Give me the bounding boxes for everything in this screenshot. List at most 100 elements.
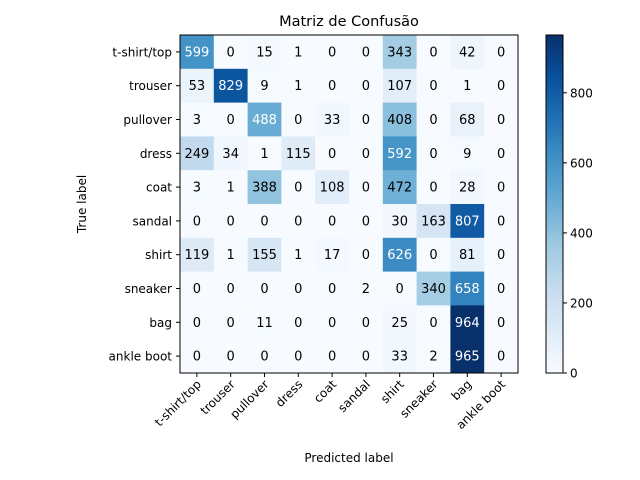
cell-value-label: 0 — [328, 79, 336, 94]
cell-value-label: 658 — [455, 282, 480, 297]
cell-value-label: 0 — [429, 181, 437, 196]
cell-value-label: 0 — [227, 214, 235, 229]
cell-value-label: 249 — [184, 147, 209, 162]
cell-value-label: 0 — [497, 181, 505, 196]
cell-value-label: 1 — [260, 147, 268, 162]
cell-value-label: 0 — [328, 45, 336, 60]
colorbar-ticks: 0 200 400 600 800 — [563, 86, 593, 380]
y-tick-label: bag — [149, 316, 172, 330]
cell-value-label: 965 — [455, 350, 480, 365]
cell-value-label: 0 — [362, 79, 370, 94]
y-tick-label: pullover — [123, 113, 172, 127]
cell-value-label: 0 — [497, 248, 505, 263]
cell-value-label: 0 — [362, 45, 370, 60]
x-tick-label: sandal — [335, 377, 373, 415]
cell-value-label: 119 — [184, 248, 209, 263]
cell-value-label: 0 — [328, 214, 336, 229]
x-axis-label: Predicted label — [304, 451, 393, 465]
cell-value-label: 17 — [324, 248, 341, 263]
cell-value-label: 340 — [421, 282, 446, 297]
cell-value-label: 0 — [227, 45, 235, 60]
cell-value-label: 1 — [294, 248, 302, 263]
cell-value-label: 0 — [429, 45, 437, 60]
cell-value-label: 1 — [227, 248, 235, 263]
colorbar-tick-label: 600 — [570, 156, 593, 170]
cell-value-label: 0 — [362, 350, 370, 365]
cell-value-label: 0 — [227, 316, 235, 331]
y-tick-label: t-shirt/top — [112, 45, 172, 59]
cell-value-label: 0 — [294, 214, 302, 229]
colorbar — [546, 35, 563, 373]
x-tick-label: dress — [273, 377, 306, 410]
cell-value-label: 0 — [396, 282, 404, 297]
cell-value-label: 0 — [429, 147, 437, 162]
cell-value-label: 0 — [429, 316, 437, 331]
cell-value-label: 9 — [463, 147, 471, 162]
cell-value-label: 592 — [387, 147, 412, 162]
colorbar-tick-label: 800 — [570, 86, 593, 100]
y-axis-ticks: t-shirt/toptrouserpulloverdresscoatsanda… — [109, 45, 180, 363]
y-tick-label: dress — [140, 147, 172, 161]
cell-value-label: 15 — [256, 45, 273, 60]
cell-value-label: 2 — [362, 282, 370, 297]
cell-value-label: 0 — [429, 113, 437, 128]
cell-value-label: 0 — [260, 214, 268, 229]
cell-value-label: 0 — [497, 350, 505, 365]
cell-value-label: 0 — [260, 350, 268, 365]
cell-value-label: 33 — [324, 113, 341, 128]
cell-value-label: 0 — [328, 316, 336, 331]
x-tick-label: shirt — [378, 377, 407, 406]
cell-value-label: 0 — [429, 248, 437, 263]
cell-value-label: 1 — [227, 181, 235, 196]
colorbar-tick-label: 200 — [570, 296, 593, 310]
cell-value-label: 0 — [497, 113, 505, 128]
cell-value-label: 0 — [260, 282, 268, 297]
cell-value-label: 626 — [387, 248, 412, 263]
cell-value-label: 163 — [421, 214, 446, 229]
cell-value-label: 343 — [387, 45, 412, 60]
cell-value-label: 0 — [362, 214, 370, 229]
cell-value-label: 488 — [252, 113, 277, 128]
chart-title: Matriz de Confusão — [279, 14, 419, 30]
cell-value-label: 0 — [362, 147, 370, 162]
cell-value-label: 25 — [391, 316, 408, 331]
cell-value-label: 3 — [193, 181, 201, 196]
cell-value-label: 0 — [362, 248, 370, 263]
cell-value-label: 0 — [497, 214, 505, 229]
x-axis-ticks: t-shirt/toptrouserpullover dress coatsanda… — [152, 373, 508, 432]
cell-value-label: 34 — [222, 147, 239, 162]
cell-value-label: 0 — [193, 282, 201, 297]
x-tick-label: sneaker — [397, 377, 440, 420]
cell-value-label: 0 — [362, 181, 370, 196]
y-tick-label: sandal — [132, 214, 172, 228]
cell-value-label: 0 — [497, 79, 505, 94]
cell-value-label: 599 — [184, 45, 209, 60]
cell-value-label: 0 — [362, 316, 370, 331]
cell-value-label: 108 — [320, 181, 345, 196]
cell-value-label: 408 — [387, 113, 412, 128]
cell-value-label: 829 — [218, 79, 243, 94]
cell-value-label: 115 — [286, 147, 311, 162]
cell-value-label: 0 — [193, 316, 201, 331]
cell-value-label: 0 — [497, 282, 505, 297]
cell-value-label: 0 — [294, 350, 302, 365]
cell-value-label: 9 — [260, 79, 268, 94]
cell-value-label: 33 — [391, 350, 408, 365]
y-tick-label: trouser — [129, 79, 172, 93]
y-tick-label: ankle boot — [109, 350, 173, 364]
cell-value-label: 53 — [189, 79, 206, 94]
cell-value-label: 0 — [328, 282, 336, 297]
cell-value-label: 0 — [227, 350, 235, 365]
cell-value-label: 0 — [294, 282, 302, 297]
cell-value-label: 0 — [294, 316, 302, 331]
cell-value-label: 0 — [497, 147, 505, 162]
cell-value-label: 1 — [463, 79, 471, 94]
cell-value-label: 1 — [294, 45, 302, 60]
cell-value-label: 0 — [193, 214, 201, 229]
colorbar-tick-label: 400 — [570, 226, 593, 240]
x-tick-label: bag — [449, 377, 475, 403]
colorbar-tick-label: 0 — [570, 367, 578, 381]
cell-value-label: 107 — [387, 79, 412, 94]
cell-value-label: 68 — [459, 113, 476, 128]
x-tick-label: coat — [311, 377, 339, 405]
